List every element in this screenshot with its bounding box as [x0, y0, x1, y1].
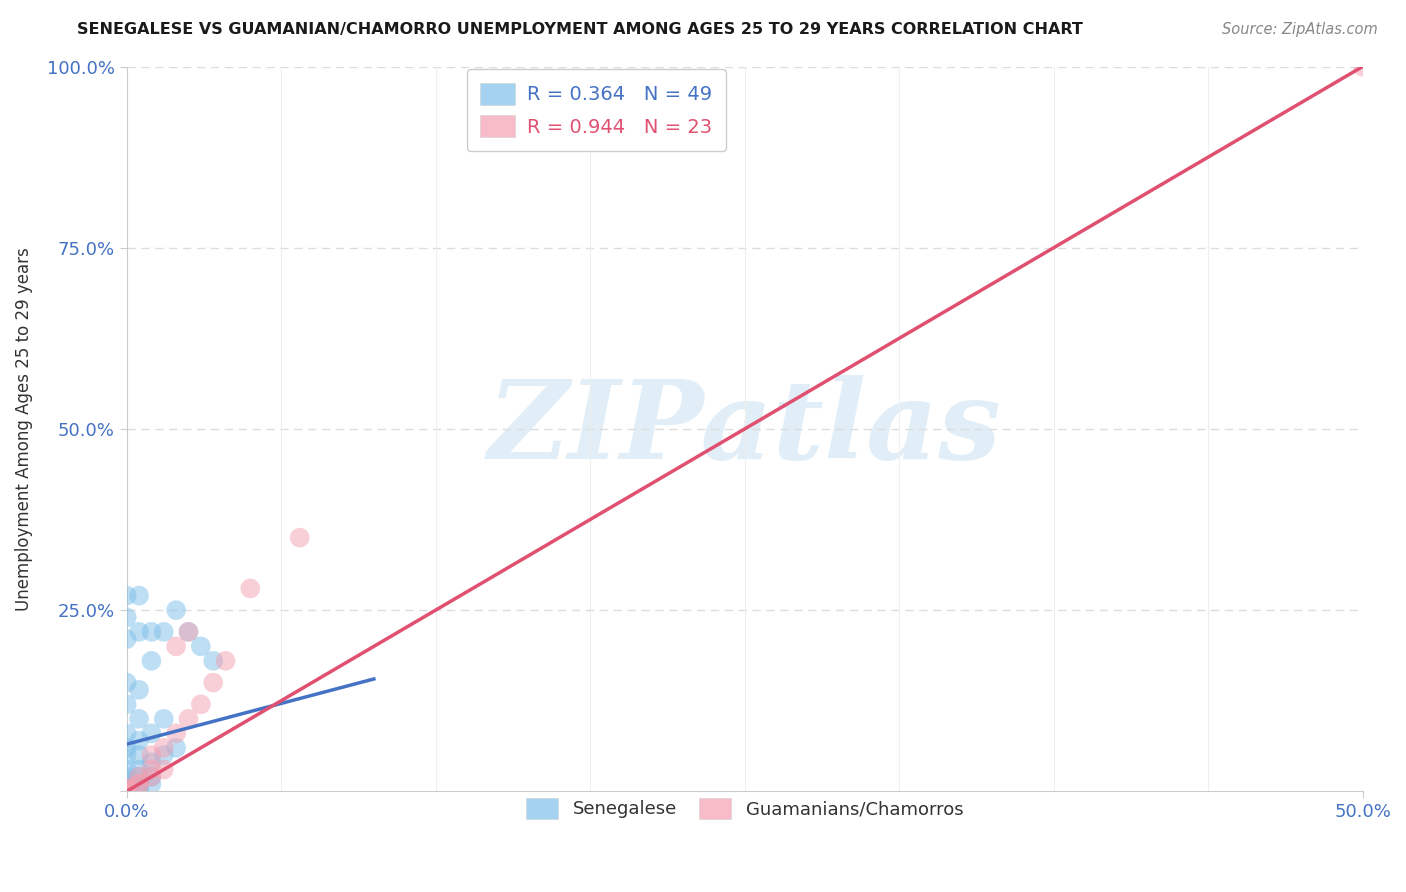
Point [177, 624, 200, 639]
Point [128, 624, 150, 639]
Y-axis label: Unemployment Among Ages 25 to 29 years: Unemployment Among Ages 25 to 29 years [15, 247, 32, 611]
Point [190, 640, 212, 654]
Point [128, 770, 150, 784]
Point [141, 777, 163, 791]
Point [115, 780, 138, 795]
Point [115, 784, 138, 798]
Point [141, 763, 163, 777]
Point [115, 698, 138, 712]
Point [115, 782, 138, 797]
Point [190, 698, 212, 712]
Point [288, 531, 311, 545]
Point [141, 747, 163, 762]
Point [165, 640, 187, 654]
Point [115, 783, 138, 797]
Point [152, 747, 174, 762]
Point [115, 783, 138, 797]
Point [128, 777, 150, 791]
Point [115, 675, 138, 690]
Point [141, 654, 163, 668]
Point [152, 763, 174, 777]
Point [152, 624, 174, 639]
Point [165, 726, 187, 740]
Point [115, 784, 138, 798]
Point [141, 770, 163, 784]
Point [128, 733, 150, 747]
Text: ZIPatlas: ZIPatlas [488, 376, 1001, 483]
Point [115, 784, 138, 798]
Point [115, 763, 138, 777]
Point [115, 780, 138, 795]
Point [202, 654, 225, 668]
Point [165, 603, 187, 617]
Point [115, 632, 138, 646]
Point [1351, 60, 1374, 74]
Point [128, 770, 150, 784]
Point [115, 610, 138, 624]
Legend: Senegalese, Guamanians/Chamorros: Senegalese, Guamanians/Chamorros [519, 790, 970, 826]
Point [115, 780, 138, 795]
Point [115, 784, 138, 798]
Text: Source: ZipAtlas.com: Source: ZipAtlas.com [1222, 22, 1378, 37]
Point [128, 763, 150, 777]
Point [128, 682, 150, 697]
Point [115, 589, 138, 603]
Point [115, 740, 138, 755]
Point [115, 780, 138, 795]
Point [128, 747, 150, 762]
Point [115, 782, 138, 797]
Point [115, 784, 138, 798]
Point [115, 747, 138, 762]
Point [115, 777, 138, 791]
Point [128, 782, 150, 797]
Point [115, 773, 138, 788]
Point [128, 712, 150, 726]
Point [141, 756, 163, 770]
Point [128, 777, 150, 791]
Point [128, 779, 150, 793]
Point [177, 712, 200, 726]
Point [152, 740, 174, 755]
Point [115, 770, 138, 784]
Point [128, 589, 150, 603]
Point [214, 654, 236, 668]
Point [202, 675, 225, 690]
Point [115, 784, 138, 798]
Point [141, 726, 163, 740]
Point [152, 712, 174, 726]
Point [141, 624, 163, 639]
Point [177, 624, 200, 639]
Point [115, 780, 138, 795]
Point [165, 740, 187, 755]
Point [141, 770, 163, 784]
Point [115, 784, 138, 798]
Point [115, 726, 138, 740]
Point [115, 784, 138, 798]
Text: SENEGALESE VS GUAMANIAN/CHAMORRO UNEMPLOYMENT AMONG AGES 25 TO 29 YEARS CORRELAT: SENEGALESE VS GUAMANIAN/CHAMORRO UNEMPLO… [77, 22, 1083, 37]
Point [239, 582, 262, 596]
Point [128, 780, 150, 795]
